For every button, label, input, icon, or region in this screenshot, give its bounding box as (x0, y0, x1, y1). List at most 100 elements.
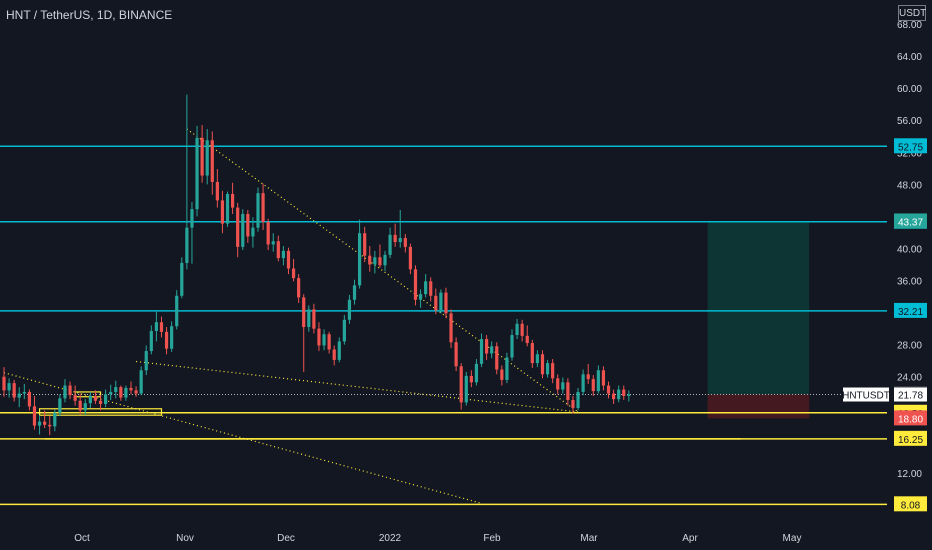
candle-body (241, 214, 245, 247)
x-tick-label: Dec (277, 533, 295, 544)
y-tick-label: 60.00 (897, 84, 922, 95)
candle-103 (525, 325, 529, 347)
candle-4 (22, 383, 26, 400)
candle-96 (490, 341, 494, 359)
candle-body (307, 309, 311, 328)
candle-body (474, 363, 479, 383)
candle-102 (520, 319, 524, 342)
candle-body (261, 193, 265, 223)
candle-body (500, 369, 504, 380)
candle-body (454, 342, 458, 367)
candle-body (139, 370, 143, 394)
candle-56 (286, 247, 291, 275)
candle-body (78, 400, 82, 411)
candle-body (398, 238, 402, 243)
candle-body (119, 387, 123, 398)
x-tick-label: Nov (176, 533, 194, 544)
level-tag-4-bg (894, 430, 927, 446)
candle-85 (434, 288, 438, 315)
candle-62 (317, 322, 321, 352)
candle-body (12, 383, 16, 398)
candle-20 (104, 389, 108, 408)
candle-6 (32, 395, 37, 430)
candle-body (606, 385, 611, 394)
candle-body (297, 278, 301, 298)
candle-75 (383, 250, 387, 271)
candle-body (449, 313, 453, 343)
candle-107 (545, 359, 550, 378)
candle-body (535, 354, 539, 364)
candle-14 (73, 385, 77, 406)
candle-95 (485, 335, 489, 360)
candle-100 (510, 329, 514, 361)
candle-body (22, 391, 26, 394)
candle-body (231, 193, 235, 208)
candle-43 (220, 190, 225, 234)
candle-body (159, 322, 164, 332)
candle-98 (500, 365, 504, 386)
candle-2 (12, 379, 16, 402)
candle-body (27, 391, 31, 407)
candle-body (236, 207, 240, 247)
candle-86 (439, 289, 443, 314)
candle-body (515, 323, 519, 336)
candle-22 (114, 380, 118, 399)
candle-81 (413, 265, 418, 306)
candle-58 (297, 274, 301, 303)
candle-108 (551, 359, 555, 384)
candle-25 (129, 381, 133, 395)
level-tag-4: 16.25 (898, 435, 923, 446)
candle-1 (7, 378, 11, 398)
x-tick-label: May (783, 533, 802, 544)
candle-37 (190, 201, 194, 264)
candle-body (134, 390, 138, 394)
candle-body (164, 331, 169, 349)
candle-body (256, 193, 260, 228)
candle-body (104, 394, 108, 404)
candle-body (215, 181, 219, 201)
candle-body (622, 389, 626, 396)
candle-body (342, 319, 346, 342)
candle-8 (43, 410, 47, 429)
candle-body (490, 346, 494, 354)
candle-body (88, 395, 92, 404)
candle-68 (347, 294, 352, 324)
candle-body (556, 378, 560, 390)
candle-90 (459, 363, 463, 410)
currency-badge[interactable]: USDT (898, 5, 926, 21)
candle-26 (134, 386, 138, 397)
symbol-tag-bg (843, 387, 889, 402)
x-tick-label: 2022 (379, 533, 402, 544)
candle-body (571, 399, 575, 408)
candle-65 (332, 345, 336, 366)
candle-18 (93, 390, 98, 404)
y-tick-label: 68.00 (897, 20, 922, 31)
candle-13 (68, 381, 72, 400)
candle-122 (622, 385, 626, 400)
candle-body (98, 400, 103, 404)
stop-zone (707, 394, 810, 419)
candle-63 (322, 329, 326, 351)
candle-77 (393, 223, 397, 247)
candle-body (83, 403, 87, 411)
candle-69 (352, 279, 357, 305)
candle-body (32, 406, 37, 426)
candle-body (190, 209, 194, 228)
candle-36 (185, 94, 189, 270)
candle-body (525, 335, 529, 344)
candle-body (464, 375, 468, 403)
symbol-tag: HNTUSDT (842, 391, 890, 402)
candle-118 (601, 366, 606, 391)
candle-30 (154, 311, 158, 342)
candle-body (520, 323, 524, 336)
candle-0 (2, 367, 6, 397)
candle-body (596, 370, 600, 392)
y-tick-label: 40.00 (897, 244, 922, 255)
candle-body (281, 250, 285, 259)
candle-101 (515, 319, 519, 340)
candle-88 (449, 309, 453, 348)
candle-body (591, 379, 595, 392)
candle-89 (454, 337, 458, 372)
candle-body (581, 374, 585, 392)
